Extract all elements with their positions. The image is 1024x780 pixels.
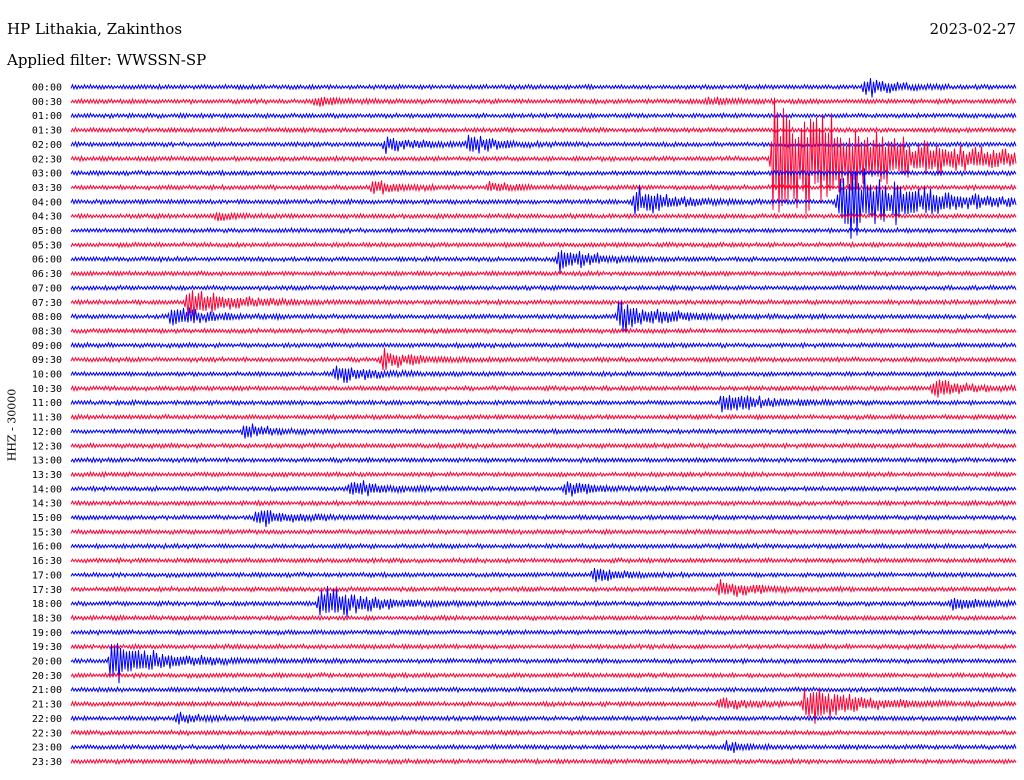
trace-row (70, 327, 1017, 335)
row-time-label: 14:30 (32, 499, 62, 510)
row-time-label: 05:30 (32, 240, 62, 251)
row-time-label: 17:00 (32, 570, 62, 581)
trace-row (70, 688, 1017, 724)
trace-row (70, 111, 1017, 120)
row-time-label: 13:30 (32, 470, 62, 481)
row-time-label: 18:30 (32, 613, 62, 624)
trace-row (70, 728, 1017, 737)
trace-row (70, 250, 1017, 273)
row-time-label: 07:00 (32, 283, 62, 294)
trace-row (70, 628, 1017, 637)
trace-row (70, 269, 1017, 278)
row-time-label: 11:30 (32, 413, 62, 424)
row-time-label: 03:30 (32, 183, 62, 194)
trace-row (70, 97, 1017, 215)
row-time-label: 22:00 (32, 714, 62, 725)
row-time-label: 00:30 (32, 97, 62, 108)
row-time-label: 04:30 (32, 212, 62, 223)
trace-row (70, 556, 1017, 565)
trace-row (70, 423, 1017, 439)
trace-row (70, 395, 1017, 413)
row-time-label: 22:30 (32, 728, 62, 739)
trace-row (70, 240, 1017, 249)
row-time-label: 11:00 (32, 398, 62, 409)
row-time-label: 05:00 (32, 226, 62, 237)
row-time-label: 12:30 (32, 441, 62, 452)
trace-row (70, 740, 1017, 753)
trace-row (70, 456, 1017, 464)
row-time-label: 16:00 (32, 542, 62, 553)
trace-row (70, 643, 1017, 684)
row-time-label: 07:30 (32, 298, 62, 309)
filter-label: Applied filter: WWSSN-SP (7, 51, 207, 69)
row-time-label: 08:00 (32, 312, 62, 323)
trace-row (70, 301, 1017, 333)
date-label: 2023-02-27 (929, 20, 1016, 38)
row-time-label: 06:30 (32, 269, 62, 280)
trace-row (70, 671, 1017, 680)
trace-row (70, 499, 1017, 508)
trace-row (70, 347, 1017, 371)
trace-row (70, 510, 1017, 528)
trace-row (70, 542, 1017, 551)
row-time-label: 01:00 (32, 111, 62, 122)
row-time-label: 23:00 (32, 743, 62, 754)
trace-row (70, 77, 1017, 98)
trace-row (70, 211, 1017, 222)
row-time-label: 19:30 (32, 642, 62, 653)
trace-row (70, 226, 1017, 235)
row-time-label: 14:00 (32, 484, 62, 495)
trace-row (70, 96, 1017, 107)
row-time-label: 15:30 (32, 527, 62, 538)
row-time-label: 21:00 (32, 685, 62, 696)
row-time-label: 15:00 (32, 513, 62, 524)
trace-row (70, 568, 1017, 583)
row-time-label: 02:30 (32, 154, 62, 165)
row-time-label: 10:00 (32, 370, 62, 381)
trace-row (70, 480, 1017, 497)
row-time-label: 01:30 (32, 126, 62, 137)
row-time-label: 13:00 (32, 456, 62, 467)
row-time-label: 23:30 (32, 757, 62, 768)
trace-row (70, 711, 1017, 725)
row-time-label: 12:00 (32, 427, 62, 438)
trace-row (70, 126, 1017, 134)
trace-row (70, 579, 1017, 597)
row-time-label: 08:30 (32, 326, 62, 337)
trace-row (70, 168, 1017, 239)
trace-row (70, 441, 1017, 450)
trace-row (70, 614, 1017, 622)
row-time-label: 20:30 (32, 671, 62, 682)
trace-row (70, 585, 1017, 618)
trace-row (70, 379, 1017, 398)
row-time-label: 20:00 (32, 657, 62, 668)
row-time-label: 16:30 (32, 556, 62, 567)
row-time-label: 00:00 (32, 83, 62, 94)
row-time-label: 21:30 (32, 700, 62, 711)
station-title: HP Lithakia, Zakinthos (7, 20, 183, 38)
row-time-label: 03:00 (32, 169, 62, 180)
row-time-label: 04:00 (32, 197, 62, 208)
row-time-label: 18:00 (32, 599, 62, 610)
trace-row (70, 757, 1017, 766)
row-time-label: 02:00 (32, 140, 62, 151)
row-time-label: 19:00 (32, 628, 62, 639)
trace-row (70, 413, 1017, 421)
row-time-label: 09:30 (32, 355, 62, 366)
trace-row (70, 470, 1017, 479)
trace-row (70, 169, 1017, 177)
row-time-label: 10:30 (32, 384, 62, 395)
trace-row (70, 528, 1017, 536)
trace-row (70, 290, 1017, 318)
row-time-label: 09:00 (32, 341, 62, 352)
trace-row (70, 180, 1017, 195)
trace-row (70, 365, 1017, 383)
trace-row (70, 341, 1017, 350)
trace-row (70, 284, 1017, 292)
row-time-label: 17:30 (32, 585, 62, 596)
trace-row (70, 642, 1017, 651)
row-time-label: 06:00 (32, 255, 62, 266)
trace-row (70, 685, 1017, 694)
